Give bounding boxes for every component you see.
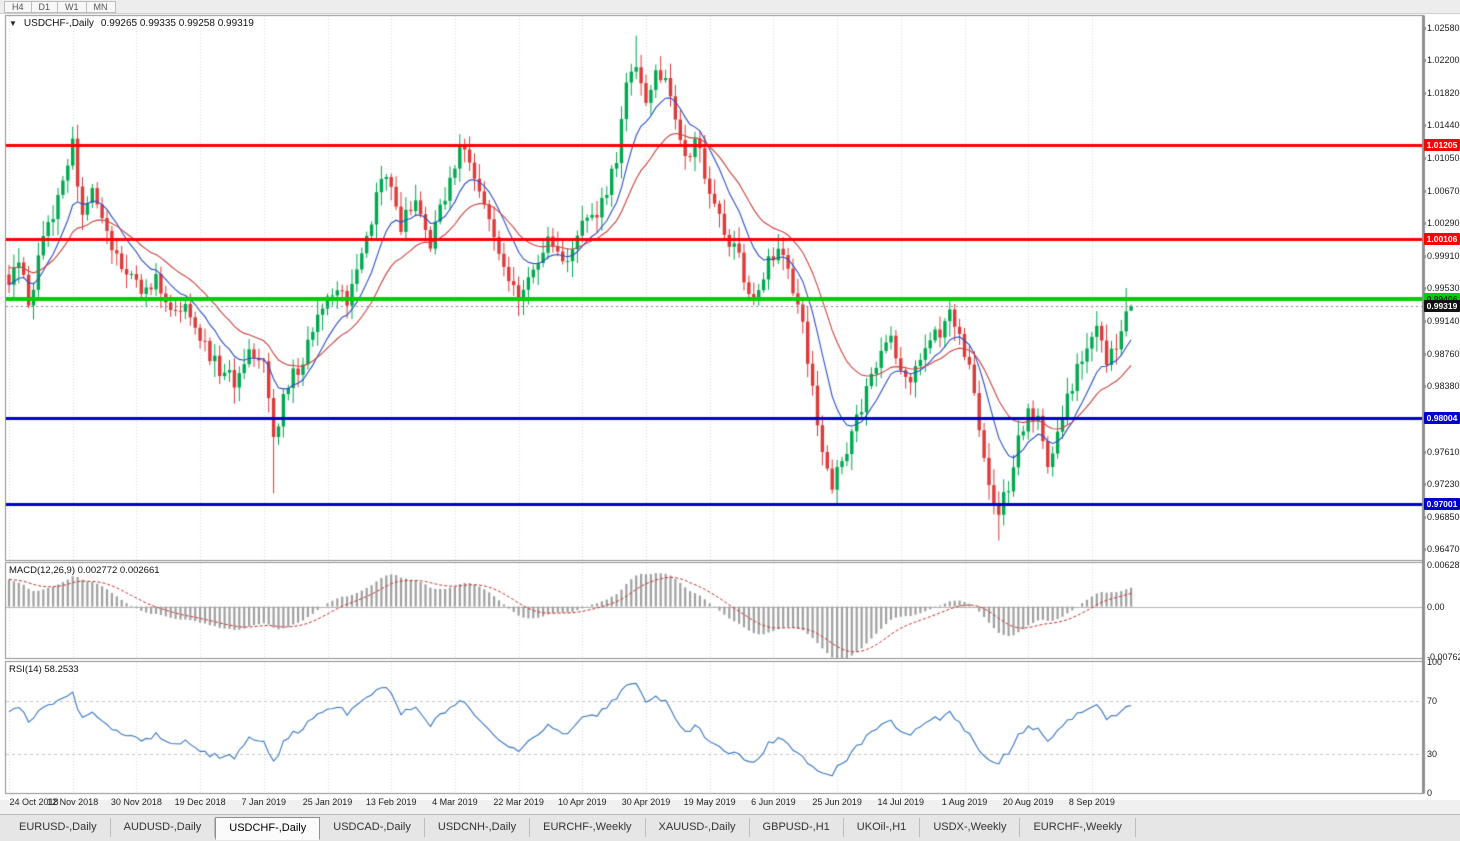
price-chart-canvas[interactable] (0, 0, 1460, 800)
ohlc-values: 0.99265 0.99335 0.99258 0.99319 (100, 18, 254, 29)
macd-axis-label: 0.00 (1427, 601, 1445, 612)
price-line-badge: 1.01205 (1424, 139, 1460, 152)
panel-divider-rsi[interactable] (0, 658, 1460, 662)
tab-4-usdcnh-daily[interactable]: USDCNH-,Daily (425, 818, 531, 837)
current-price-badge: 0.99319 (1424, 299, 1460, 312)
timeframe-toolbar: H4 D1 W1 MN (0, 0, 1460, 14)
panel-divider-macd[interactable] (0, 559, 1460, 563)
date-label: 7 Jan 2019 (241, 797, 287, 807)
date-label: 4 Mar 2019 (432, 797, 478, 807)
date-label: 1 Aug 2019 (941, 797, 988, 807)
tab-1-audusd-daily[interactable]: AUDUSD-,Daily (111, 818, 216, 837)
price-axis-label: 1.02200 (1427, 55, 1460, 66)
macd-indicator-label: MACD(12,26,9) 0.002772 0.002661 (9, 565, 160, 576)
date-label: 25 Jan 2019 (302, 797, 353, 807)
date-label: 19 Dec 2018 (174, 797, 226, 807)
date-label: 25 Jun 2019 (812, 797, 862, 807)
price-axis-label: 1.00290 (1427, 218, 1460, 229)
price-axis-label: 0.98760 (1427, 348, 1460, 359)
price-axis-label: 1.00670 (1427, 185, 1460, 196)
price-axis-label: 1.01440 (1427, 120, 1460, 131)
timeframe-button-d1[interactable]: D1 (30, 0, 59, 13)
price-axis-label: 0.96850 (1427, 511, 1460, 522)
date-label: 20 Aug 2019 (1002, 797, 1054, 807)
rsi-axis-label: 70 (1427, 696, 1438, 707)
price-axis-label: 1.01820 (1427, 87, 1460, 98)
date-label: 13 Feb 2019 (365, 797, 417, 807)
tab-6-xauusd-daily[interactable]: XAUUSD-,Daily (646, 818, 750, 837)
chart-title: ▼ USDCHF-,Daily 0.99265 0.99335 0.99258 … (9, 18, 254, 29)
chart-tab-bar: EURUSD-,Daily AUDUSD-,Daily USDCHF-,Daily U… (0, 814, 1460, 841)
date-label: 24 Oct 2018 (9, 797, 59, 807)
date-label: 14 Jul 2019 (877, 797, 925, 807)
price-axis-label: 0.99530 (1427, 283, 1460, 293)
rsi-axis-label: 30 (1427, 748, 1438, 759)
symbol-dropdown-icon[interactable]: ▼ (9, 19, 17, 28)
price-axis-label: 0.96470 (1427, 543, 1460, 554)
price-line-badge: 1.00106 (1424, 232, 1460, 245)
timeframe-button-h4[interactable]: H4 (4, 0, 32, 13)
price-axis-label: 0.99910 (1427, 250, 1460, 261)
tab-0-eurusd-daily[interactable]: EURUSD-,Daily (6, 818, 111, 837)
timeframe-button-mn[interactable]: MN (85, 0, 116, 13)
tab-5-eurchf-weekly[interactable]: EURCHF-,Weekly (530, 818, 646, 837)
date-label: 22 Mar 2019 (493, 797, 544, 807)
timeframe-button-w1[interactable]: W1 (57, 0, 87, 13)
price-axis[interactable] (1423, 14, 1460, 794)
date-label: 10 Apr 2019 (558, 797, 607, 807)
tab-2-usdchf-daily[interactable]: USDCHF-,Daily (215, 817, 321, 840)
price-axis-label: 1.01050 (1427, 153, 1460, 164)
price-axis-label: 0.97230 (1427, 479, 1460, 490)
price-axis-label: 0.98380 (1427, 381, 1460, 392)
price-axis-label: 0.99140 (1427, 316, 1460, 327)
rsi-axis-label: 0 (1427, 788, 1433, 798)
tab-7-gbpusd-h1[interactable]: GBPUSD-,H1 (750, 818, 844, 837)
date-label: 6 Jun 2019 (751, 797, 796, 807)
price-line-badge: 0.97001 (1424, 497, 1460, 510)
price-axis-label: 1.02580 (1427, 22, 1460, 33)
date-label: 12 Nov 2018 (47, 797, 99, 807)
macd-axis-label: -0.00762 (1427, 651, 1460, 662)
price-axis-label: 0.97610 (1427, 446, 1460, 457)
date-label: 30 Nov 2018 (110, 797, 162, 807)
macd-axis-label: 0.006286 (1427, 560, 1460, 571)
rsi-axis-label: 100 (1427, 657, 1443, 667)
tab-3-usdcad-daily[interactable]: USDCAD-,Daily (320, 818, 425, 837)
tab-10-eurchf-weekly[interactable]: EURCHF-,Weekly (1020, 818, 1136, 837)
price-line-badge: 0.98004 (1424, 412, 1460, 425)
date-label: 8 Sep 2019 (1068, 797, 1115, 807)
rsi-indicator-label: RSI(14) 58.2533 (9, 664, 79, 675)
tab-9-usdx-weekly[interactable]: USDX-,Weekly (920, 818, 1021, 837)
tab-8-ukoil-h1[interactable]: UKOil-,H1 (844, 818, 921, 837)
date-label: 19 May 2019 (683, 797, 736, 807)
date-label: 30 Apr 2019 (621, 797, 671, 807)
symbol-label: USDCHF-,Daily (23, 18, 94, 29)
